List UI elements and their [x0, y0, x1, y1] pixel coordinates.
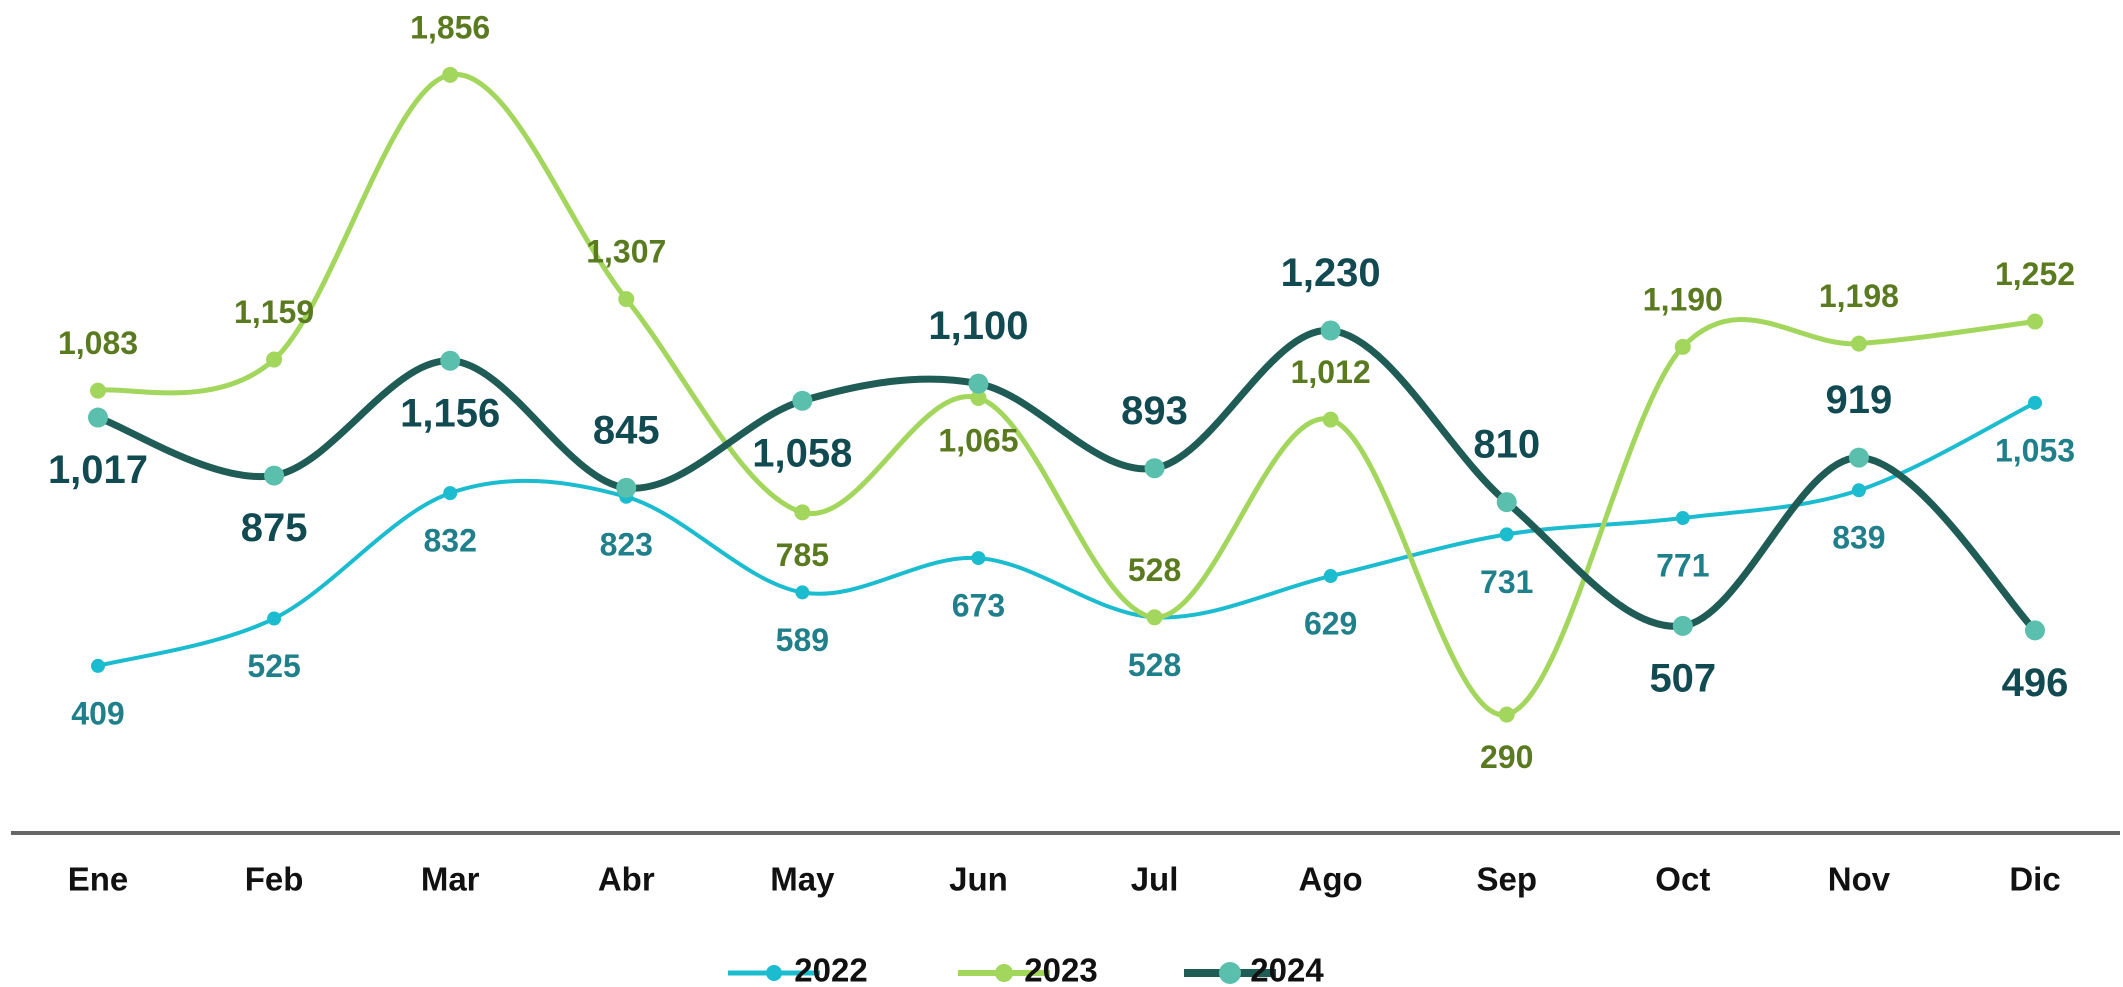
legend-label: 2024 — [1250, 952, 1324, 987]
legend-marker — [995, 964, 1013, 982]
data-label: 1,156 — [400, 391, 500, 435]
data-point — [794, 504, 811, 521]
legend-label: 2022 — [794, 952, 867, 987]
data-point — [1674, 338, 1691, 355]
data-label: 496 — [2002, 661, 2069, 705]
x-tick-label: Nov — [1828, 861, 1891, 898]
data-point — [1848, 447, 1869, 468]
data-label: 1,100 — [928, 304, 1028, 348]
data-point — [266, 351, 283, 368]
x-tick-label: Mar — [421, 861, 480, 898]
data-label: 673 — [952, 588, 1005, 624]
data-label: 525 — [247, 648, 300, 684]
data-label: 409 — [71, 695, 124, 731]
data-point — [792, 390, 813, 411]
legend-label: 2023 — [1024, 952, 1097, 987]
x-tick-label: Ene — [68, 861, 129, 898]
data-label: 1,053 — [1995, 432, 2075, 468]
data-point — [795, 585, 810, 600]
data-label: 845 — [593, 408, 660, 452]
data-point — [968, 373, 989, 394]
data-label: 731 — [1480, 564, 1533, 600]
data-point — [1146, 609, 1163, 626]
data-label: 919 — [1826, 378, 1893, 422]
x-tick-label: Feb — [245, 861, 304, 898]
data-point — [264, 465, 285, 486]
legend-marker — [766, 965, 782, 981]
x-tick-label: Dic — [2009, 861, 2060, 898]
data-point — [267, 611, 282, 626]
x-tick-label: Oct — [1655, 861, 1710, 898]
data-point — [1320, 320, 1341, 341]
data-label: 1,190 — [1643, 281, 1723, 317]
data-label: 290 — [1480, 739, 1533, 775]
data-label: 1,198 — [1819, 278, 1899, 314]
data-point — [618, 291, 635, 308]
data-point — [88, 407, 108, 428]
data-point — [2028, 395, 2042, 410]
legend-marker — [1219, 962, 1241, 984]
series-line — [97, 72, 2036, 718]
x-tick-label: Ago — [1299, 861, 1363, 898]
data-point — [443, 486, 458, 501]
data-label: 785 — [776, 537, 829, 573]
data-label: 507 — [1649, 656, 1716, 700]
data-label: 1,856 — [410, 9, 490, 45]
series-line — [97, 401, 2036, 668]
data-label: 1,252 — [1995, 256, 2075, 292]
data-label: 875 — [241, 506, 308, 550]
data-label: 1,058 — [752, 431, 852, 475]
data-point — [2025, 620, 2045, 641]
data-label: 771 — [1656, 547, 1709, 583]
x-tick-label: Jun — [949, 861, 1008, 898]
data-point — [1499, 527, 1514, 542]
data-point — [970, 389, 987, 406]
data-label: 629 — [1304, 606, 1357, 642]
data-point — [90, 382, 106, 399]
data-label: 823 — [600, 526, 653, 562]
x-tick-label: Abr — [598, 861, 655, 898]
data-label: 810 — [1473, 423, 1540, 467]
data-label: 1,230 — [1281, 251, 1381, 295]
data-point — [1323, 569, 1338, 584]
data-point — [1850, 335, 1867, 352]
data-point — [1144, 458, 1165, 479]
data-point — [1496, 492, 1517, 513]
x-tick-label: May — [770, 861, 835, 898]
data-label: 839 — [1832, 520, 1885, 556]
data-label: 528 — [1128, 647, 1181, 683]
data-label: 1,159 — [234, 294, 314, 330]
data-label: 1,012 — [1291, 354, 1371, 390]
data-label: 1,083 — [58, 325, 138, 361]
data-point — [616, 477, 637, 498]
data-label: 832 — [423, 523, 476, 559]
x-tick-label: Jul — [1131, 861, 1179, 898]
data-point — [1672, 615, 1693, 636]
data-point — [971, 551, 986, 566]
data-point — [1851, 483, 1866, 498]
data-point — [2027, 313, 2043, 330]
data-label: 893 — [1121, 389, 1188, 433]
data-point — [440, 350, 461, 371]
data-label: 1,307 — [586, 234, 666, 270]
data-point — [442, 66, 459, 83]
data-label: 589 — [776, 622, 829, 658]
data-point — [1322, 411, 1339, 428]
data-label: 528 — [1128, 552, 1181, 588]
data-point — [1675, 511, 1690, 526]
series-line — [96, 327, 2038, 633]
data-label: 1,065 — [938, 422, 1018, 458]
data-point — [1498, 706, 1515, 723]
data-point — [91, 658, 105, 673]
data-label: 1,017 — [48, 448, 148, 492]
x-tick-label: Sep — [1476, 861, 1537, 898]
